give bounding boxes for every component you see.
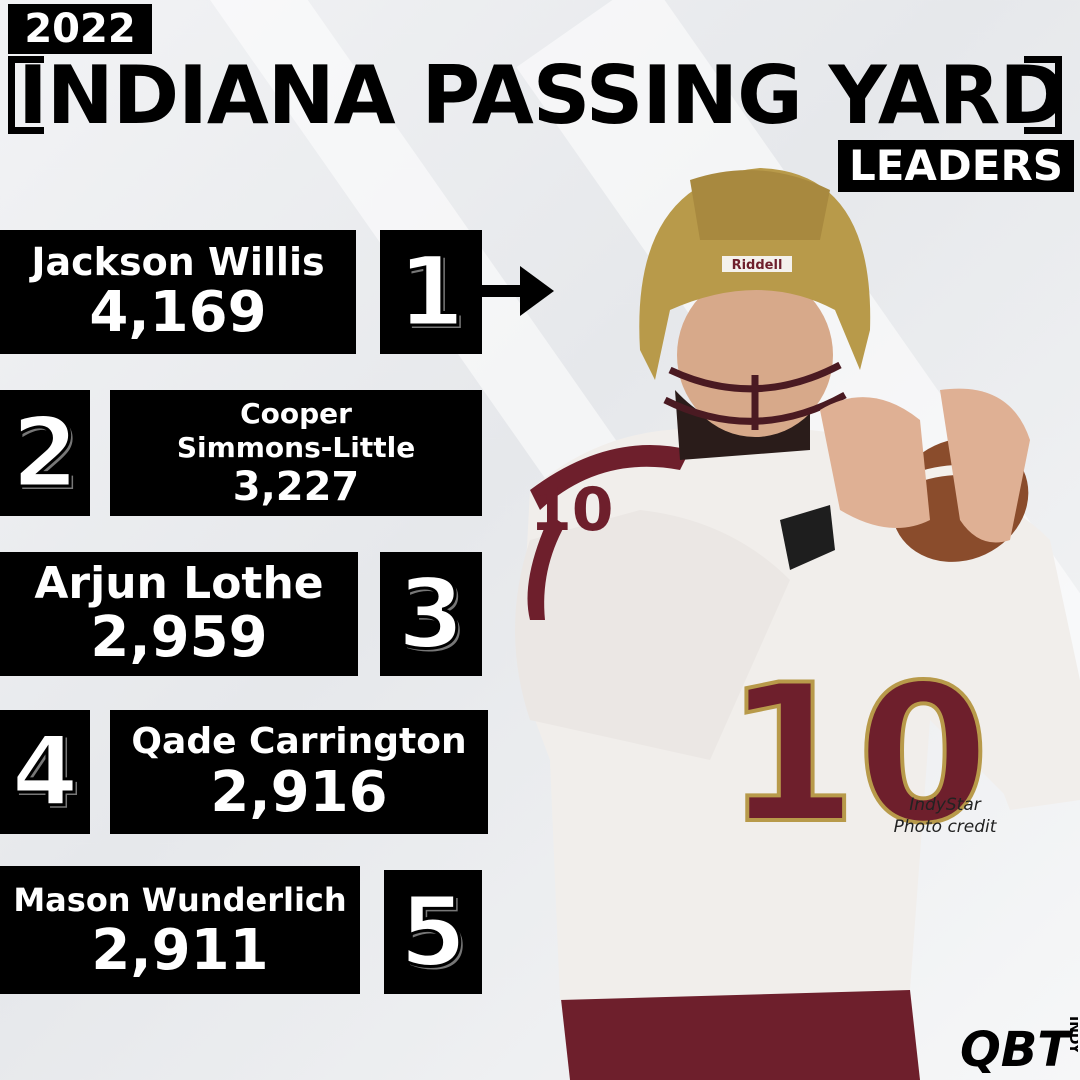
- photo-credit-source: IndyStar: [909, 795, 981, 815]
- leader-name-line1: Cooper: [240, 397, 352, 430]
- sleeve-number: 10: [530, 475, 614, 545]
- helmet-brand: Riddell: [732, 258, 783, 273]
- rank-badge-4: 4: [0, 710, 90, 834]
- leader-name: Qade Carrington: [131, 721, 467, 762]
- leader-card-1: Jackson Willis 4,169: [0, 230, 356, 354]
- leader-yards: 2,911: [91, 918, 269, 983]
- leader-name: Arjun Lothe: [34, 558, 324, 609]
- rank-number: 5: [398, 875, 468, 990]
- rank-number: 3: [396, 557, 466, 672]
- leader-yards: 2,916: [210, 760, 388, 825]
- jersey-number: 10: [725, 644, 989, 865]
- rank-number: 2: [10, 396, 80, 511]
- page-title: INDIANA PASSING YARD: [18, 49, 1066, 142]
- year-label: 2022: [8, 4, 152, 54]
- leader-card-3: Arjun Lothe 2,959: [0, 552, 358, 676]
- quarterback-photo: 10 10 Riddell: [515, 168, 1080, 1080]
- leader-card-2: Cooper Simmons-Little 3,227: [110, 390, 482, 516]
- leader-card-5: Mason Wunderlich 2,911: [0, 866, 360, 994]
- leader-name-line2: Simmons-Little: [176, 431, 416, 464]
- title-bracket-right: [1024, 56, 1062, 134]
- photo-credit-label: Photo credit: [893, 817, 997, 837]
- logo-subtext: INDY: [1066, 1016, 1078, 1055]
- leader-yards: 3,227: [232, 464, 360, 510]
- arrow-right-icon: [482, 266, 554, 316]
- leader-card-4: Qade Carrington 2,916: [110, 710, 488, 834]
- svg-text:QBT: QBT: [960, 1022, 1073, 1076]
- rank-badge-3: 3: [380, 552, 482, 676]
- page-subtitle: LEADERS: [838, 140, 1074, 192]
- rank-number: 4: [10, 715, 80, 830]
- leader-yards: 4,169: [89, 280, 267, 345]
- rank-badge-2: 2: [0, 390, 90, 516]
- rank-number: 1: [396, 235, 466, 350]
- leader-name: Mason Wunderlich: [13, 881, 347, 919]
- leader-name: Jackson Willis: [31, 240, 325, 284]
- leader-yards: 2,959: [90, 605, 268, 670]
- title-bracket-left: [8, 56, 44, 134]
- photo-credit: IndyStar Photo credit: [880, 794, 1010, 838]
- rank-badge-1: 1: [380, 230, 482, 354]
- qbt-logo: QBT INDY: [960, 1016, 1078, 1076]
- rank-badge-5: 5: [384, 870, 482, 994]
